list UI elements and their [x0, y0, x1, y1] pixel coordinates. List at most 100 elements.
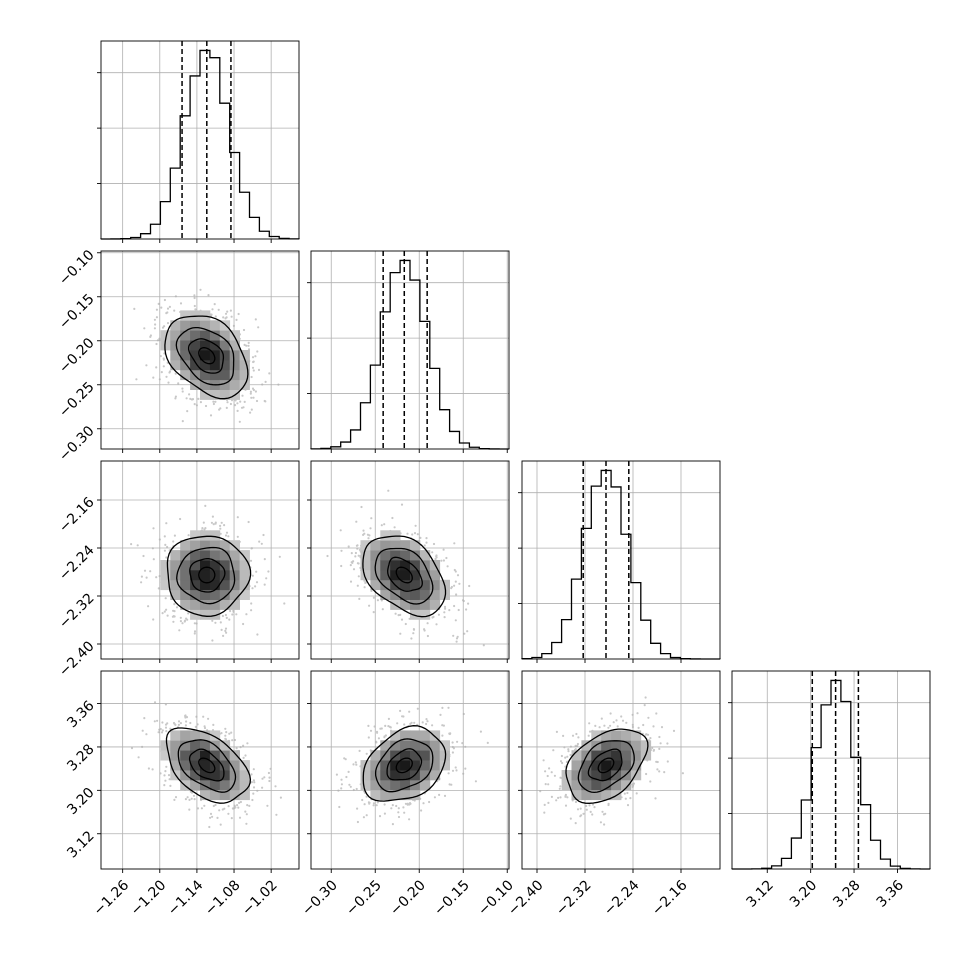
density-cell: [190, 599, 201, 610]
density-cell: [219, 770, 231, 781]
density-cell: [419, 730, 431, 741]
ytick-label-1-4: −0.10: [56, 247, 98, 289]
density-cell: [360, 569, 371, 581]
density-cell: [370, 779, 381, 791]
density-cell: [400, 789, 411, 801]
density-cell: [360, 779, 371, 791]
density-cell: [229, 560, 240, 571]
xtick-label-0-0: −1.26: [91, 877, 133, 919]
density-cell: [591, 779, 602, 791]
density-cell: [180, 369, 191, 381]
density-cell: [390, 540, 401, 551]
density-cell: [380, 550, 391, 561]
density-cell: [209, 589, 221, 600]
density-cell: [370, 789, 381, 801]
density-cell: [229, 599, 240, 610]
density-cell: [209, 340, 221, 351]
density-cell: [419, 750, 431, 761]
density-cell: [360, 770, 371, 781]
ytick-label-2-1: −2.32: [56, 590, 98, 632]
contour-3-2-2: [577, 740, 635, 794]
density-cell: [410, 609, 421, 620]
density-cell: [219, 789, 231, 801]
contour-3-0-1: [188, 748, 225, 782]
density-cell: [429, 599, 441, 610]
density-cell: [591, 760, 602, 771]
scatter-panel-3-0: [97, 670, 300, 873]
contour-3-1-0: [395, 757, 413, 774]
density-cell: [380, 530, 391, 541]
density-cell: [190, 579, 201, 591]
density-cell: [170, 730, 181, 741]
density-cell: [380, 789, 391, 801]
density-cell: [200, 740, 211, 751]
hist-panel-2: [518, 460, 721, 663]
contour-3-2-1: [587, 748, 623, 782]
density-cell: [190, 750, 201, 761]
scatter-points-1-0: [133, 288, 280, 423]
density-cell: [380, 740, 391, 751]
density-cell: [160, 750, 171, 761]
density-cell: [229, 789, 240, 801]
density-cell: [380, 779, 391, 791]
density-cell: [591, 770, 602, 781]
density-cell: [370, 579, 381, 591]
contour-2-1-3: [362, 535, 447, 618]
density-cell: [380, 770, 391, 781]
density-cell: [190, 330, 201, 341]
density-cell: [229, 379, 240, 390]
density-cell: [209, 730, 221, 741]
hist-panel-3: [728, 670, 931, 873]
density-cell: [160, 740, 171, 751]
density-cell: [219, 760, 231, 771]
density-cell: [429, 750, 441, 761]
xtick-label-3-3: 3.36: [874, 877, 907, 910]
density-cell: [239, 369, 250, 381]
density-cell: [581, 779, 592, 791]
density-cell: [239, 569, 250, 581]
density-cell: [229, 779, 240, 791]
density-cell: [209, 369, 221, 381]
density-cell: [611, 750, 622, 761]
density-cell: [209, 350, 221, 361]
density-cell: [630, 760, 642, 771]
density-cell: [209, 389, 221, 400]
density-cell: [239, 589, 250, 600]
xtick-label-1-2: −0.20: [387, 877, 429, 919]
density-cell: [380, 579, 391, 591]
density-cell: [419, 569, 431, 581]
density-cell: [229, 579, 240, 591]
scatter-frame-2-1: [310, 460, 510, 660]
density-cell: [209, 359, 221, 371]
density-cell: [200, 599, 211, 610]
density-cell: [180, 350, 191, 361]
density-cell: [419, 579, 431, 591]
density-cell: [419, 779, 431, 791]
contour-3-1-3: [362, 725, 447, 802]
density-cell: [200, 589, 211, 600]
density-cell: [229, 589, 240, 600]
contour-2-1-1: [387, 556, 423, 592]
density-cell: [390, 560, 401, 571]
density-cell: [410, 540, 421, 551]
density-cell: [190, 569, 201, 581]
density-cell: [219, 369, 231, 381]
contour-3-1-1: [386, 748, 423, 781]
density-cell: [229, 750, 240, 761]
density-cell: [410, 730, 421, 741]
scatter-frame-1-0: [100, 250, 300, 450]
density-cell: [601, 789, 612, 801]
density-cell: [200, 760, 211, 771]
density-cell: [160, 330, 171, 341]
density-cell: [370, 540, 381, 551]
density-cell: [581, 740, 592, 751]
density-cell: [180, 730, 191, 741]
contour-3-0-2: [177, 739, 237, 793]
density-cell: [439, 760, 450, 771]
density-cell: [200, 730, 211, 741]
xtick-label-0-4: −1.02: [239, 877, 281, 919]
hist-step-0: [100, 49, 300, 240]
density-cell: [561, 779, 572, 791]
density-cell: [611, 770, 622, 781]
